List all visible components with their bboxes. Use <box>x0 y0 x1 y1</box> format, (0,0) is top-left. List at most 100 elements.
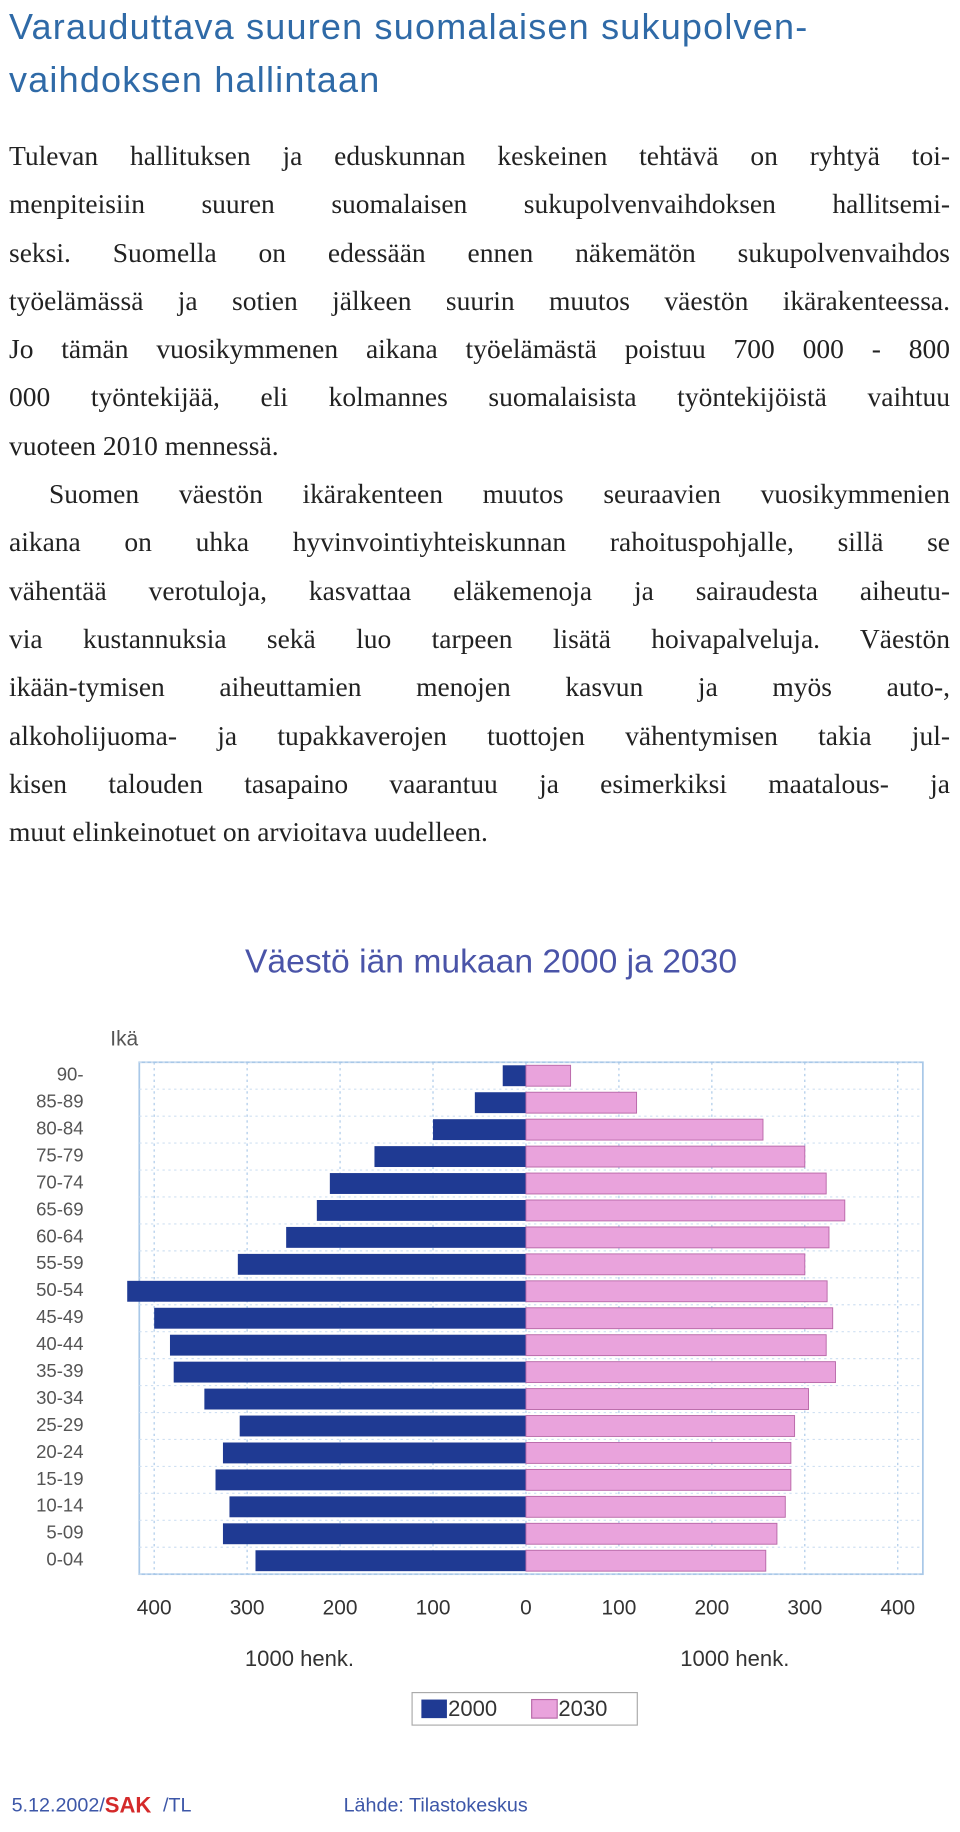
y-tick-label: 0-04 <box>46 1549 83 1570</box>
bar <box>525 1442 792 1464</box>
y-tick-label: 90- <box>57 1064 84 1085</box>
bar <box>525 1522 778 1545</box>
y-tick-label: 80-84 <box>36 1118 83 1139</box>
y-tick-label: 50-54 <box>36 1279 83 1300</box>
text-line: Jo tämän vuosikymmenen aikana työelämäst… <box>9 333 950 365</box>
bar <box>237 1253 526 1275</box>
y-tick-label: 70-74 <box>36 1171 83 1192</box>
legend-swatch <box>531 1698 558 1719</box>
bar <box>204 1388 526 1410</box>
bar <box>525 1172 827 1195</box>
text-line: vähentää verotuloja, kasvattaa eläkemeno… <box>9 574 950 606</box>
text-line: työelämässä ja sotien jälkeen suurin muu… <box>9 284 950 316</box>
x-axis-label: 1000 henk. <box>245 1646 354 1671</box>
footer-org: SAK <box>105 1792 152 1817</box>
text-line: menpiteisiin suuren suomalaisen sukupolv… <box>9 188 950 220</box>
y-tick-label: 45-49 <box>36 1306 83 1327</box>
bar <box>525 1226 830 1249</box>
x-tick-label: 400 <box>137 1597 172 1620</box>
article-body: Tulevan hallituksen ja eduskunnan keskei… <box>9 132 950 856</box>
bar <box>525 1388 809 1410</box>
y-tick-label: 40-44 <box>36 1333 83 1354</box>
bar <box>525 1334 827 1357</box>
bar <box>525 1145 806 1168</box>
text-line: ikään-tymisen aiheuttamien menojen kasvu… <box>9 671 950 703</box>
bar <box>255 1550 526 1572</box>
bar <box>525 1280 828 1303</box>
y-tick-label: 20-24 <box>36 1441 83 1462</box>
legend-label: 2000 <box>448 1696 497 1721</box>
y-tick-label: 30-34 <box>36 1387 83 1408</box>
footer: 5.12.2002/SAK/TL Lähde: Tilastokeskus <box>12 1792 528 1817</box>
bar <box>525 1495 786 1518</box>
bar <box>222 1442 526 1464</box>
bar <box>239 1415 526 1437</box>
legend-box <box>411 1692 638 1726</box>
footer-date: 5.12.2002/ <box>12 1795 106 1817</box>
bar <box>173 1361 526 1383</box>
x-tick-label: 300 <box>787 1597 822 1620</box>
y-tick-label: 65-69 <box>36 1198 83 1219</box>
text-line: 000 työntekijää, eli kolmannes suomalais… <box>9 381 950 413</box>
bar <box>154 1307 526 1329</box>
x-axis-label: 1000 henk. <box>680 1646 789 1671</box>
bar <box>525 1361 836 1384</box>
text-line: Tulevan hallituksen ja eduskunnan keskei… <box>9 140 950 171</box>
y-tick-label: 55-59 <box>36 1252 83 1273</box>
bar <box>316 1200 526 1221</box>
chart-title: Väestö iän mukaan 2000 ja 2030 <box>245 943 737 980</box>
y-tick-label: 25-29 <box>36 1414 83 1435</box>
text-line: aikana on uhka hyvinvointiyhteiskunnan r… <box>9 526 950 558</box>
y-tick-label: 85-89 <box>36 1091 83 1112</box>
footer-author: /TL <box>163 1795 192 1817</box>
y-tick-label: 35-39 <box>36 1360 83 1381</box>
x-tick-label: 100 <box>601 1597 636 1620</box>
bar <box>525 1415 796 1437</box>
heading-line: Varauduttava suuren suomalaisen sukupolv… <box>9 6 809 47</box>
y-tick-label: 10-14 <box>36 1495 83 1516</box>
text-line: seksi. Suomella on edessään ennen näkemä… <box>9 236 950 268</box>
y-tick-label: 60-64 <box>36 1225 83 1246</box>
x-tick-label: 200 <box>694 1597 729 1620</box>
x-tick-label: 200 <box>323 1597 358 1620</box>
bar <box>525 1307 834 1330</box>
text-line: Suomen väestön ikärakenteen muutos seura… <box>49 478 950 510</box>
heading: Varauduttava suuren suomalaisen sukupolv… <box>9 0 954 106</box>
x-tick-label: 0 <box>520 1597 532 1620</box>
bar <box>474 1092 526 1114</box>
y-tick-label: 75-79 <box>36 1144 83 1165</box>
bar <box>127 1280 526 1302</box>
text-line: kisen talouden tasapaino vaarantuu ja es… <box>9 767 950 799</box>
x-tick-label: 100 <box>416 1597 451 1620</box>
bar <box>502 1065 526 1087</box>
bar <box>286 1226 526 1248</box>
text-line: via kustannuksia sekä luo tarpeen lisätä… <box>9 622 950 654</box>
bar <box>525 1091 638 1114</box>
footer-source: Lähde: Tilastokeskus <box>344 1795 528 1817</box>
bar <box>374 1146 526 1168</box>
heading-line: vaihdoksen hallintaan <box>9 59 381 100</box>
bar <box>229 1496 526 1518</box>
bar <box>215 1469 526 1491</box>
bar <box>525 1468 792 1491</box>
text-line: alkoholijuoma- ja tupakkaverojen tuottoj… <box>9 719 950 751</box>
bar <box>525 1199 846 1222</box>
bar <box>433 1119 526 1141</box>
text-line: muut elinkeinotuet on arvioitava uudelle… <box>9 816 488 848</box>
bar <box>169 1334 526 1356</box>
bar <box>525 1549 767 1572</box>
plot-area <box>138 1061 924 1576</box>
x-tick-label: 300 <box>230 1597 265 1620</box>
bar <box>222 1523 526 1545</box>
bar <box>525 1064 572 1087</box>
bar <box>525 1253 806 1276</box>
bar <box>525 1118 764 1141</box>
text-line: vuoteen 2010 mennessä. <box>9 429 279 461</box>
legend-label: 2030 <box>558 1696 607 1721</box>
legend-swatch <box>421 1699 447 1719</box>
y-tick-label: 5-09 <box>46 1522 83 1543</box>
y-axis-label: Ikä <box>110 1028 138 1051</box>
bar <box>329 1173 526 1194</box>
